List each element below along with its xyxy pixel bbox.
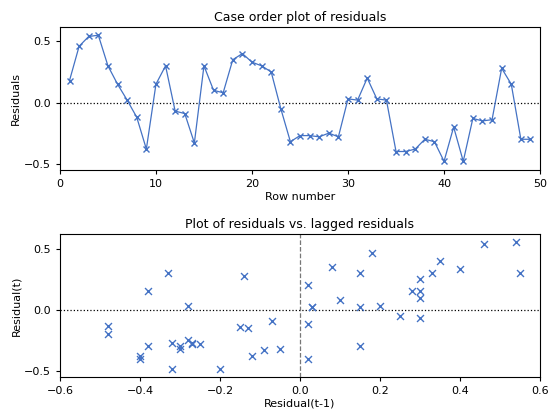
- Point: [184, 303, 193, 310]
- Point: [136, 355, 144, 362]
- Point: [395, 312, 404, 319]
- Point: [516, 270, 525, 276]
- Point: [143, 343, 152, 350]
- X-axis label: Row number: Row number: [265, 192, 335, 202]
- Point: [307, 304, 316, 311]
- Point: [104, 331, 113, 338]
- Point: [428, 270, 437, 276]
- Point: [164, 270, 172, 276]
- Point: [136, 353, 144, 360]
- Point: [188, 341, 197, 347]
- Point: [307, 304, 316, 311]
- Point: [236, 323, 245, 330]
- Point: [479, 240, 488, 247]
- Point: [304, 355, 312, 362]
- Point: [367, 250, 376, 257]
- Point: [408, 288, 417, 295]
- Point: [304, 282, 312, 289]
- Point: [188, 339, 197, 346]
- Point: [456, 266, 465, 273]
- Point: [416, 288, 424, 295]
- Point: [175, 343, 184, 350]
- Point: [335, 297, 344, 303]
- Title: Case order plot of residuals: Case order plot of residuals: [214, 11, 386, 24]
- Point: [244, 325, 253, 331]
- Point: [143, 288, 152, 295]
- Point: [216, 365, 225, 372]
- Point: [436, 257, 445, 264]
- Point: [248, 353, 256, 360]
- Point: [184, 337, 193, 344]
- Point: [240, 272, 249, 279]
- Point: [416, 315, 424, 322]
- Y-axis label: Residuals: Residuals: [11, 72, 21, 125]
- X-axis label: Residual(t-1): Residual(t-1): [264, 399, 335, 409]
- Point: [195, 341, 204, 347]
- Point: [416, 294, 424, 301]
- Point: [175, 346, 184, 352]
- Point: [276, 346, 284, 352]
- Point: [512, 239, 521, 246]
- Point: [259, 347, 268, 354]
- Point: [328, 264, 337, 270]
- Point: [104, 322, 113, 329]
- Y-axis label: Residual(t): Residual(t): [11, 275, 21, 336]
- Point: [268, 318, 277, 324]
- Point: [356, 304, 365, 311]
- Point: [376, 303, 385, 310]
- Point: [304, 321, 312, 328]
- Point: [167, 365, 176, 372]
- Point: [356, 270, 365, 276]
- Point: [167, 339, 176, 346]
- Title: Plot of residuals vs. lagged residuals: Plot of residuals vs. lagged residuals: [185, 218, 414, 231]
- Point: [356, 343, 365, 350]
- Point: [416, 276, 424, 283]
